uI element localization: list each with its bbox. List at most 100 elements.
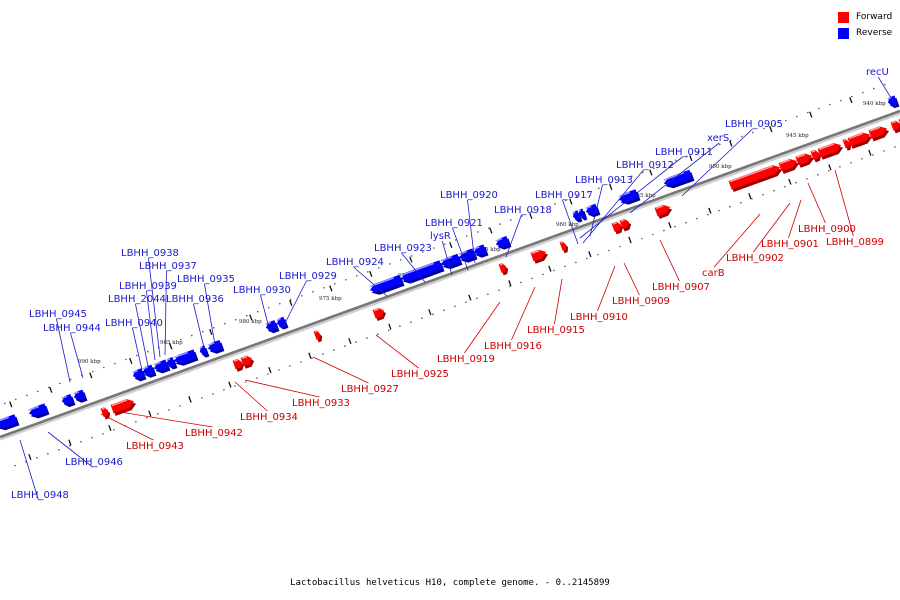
reverse-gene[interactable] — [664, 170, 695, 189]
reverse-gene-label[interactable]: LBHH_0918 — [494, 205, 552, 216]
scale-dot — [235, 319, 237, 321]
forward-gene-label[interactable]: LBHH_0942 — [185, 428, 243, 439]
scale-tick — [749, 193, 751, 199]
scale-dot — [223, 389, 225, 391]
forward-gene-label[interactable]: LBHH_0943 — [126, 441, 184, 452]
reverse-gene-label[interactable]: LBHH_0917 — [535, 190, 593, 201]
reverse-gene-label[interactable]: LBHH_0923 — [374, 243, 432, 254]
forward-gene[interactable] — [891, 121, 900, 134]
reverse-gene[interactable] — [586, 204, 601, 217]
scale-dot — [873, 88, 875, 90]
reverse-gene-label[interactable]: LBHH_0936 — [166, 294, 224, 305]
reverse-gene-label[interactable]: LBHH_0937 — [139, 261, 197, 272]
scale-tick — [509, 280, 511, 286]
reverse-gene[interactable] — [619, 189, 641, 204]
reverse-gene-label[interactable]: LBHH_0905 — [725, 119, 783, 130]
scale-tick — [229, 382, 231, 388]
reverse-gene-label[interactable]: recU — [866, 67, 889, 78]
scale-dot — [608, 250, 610, 252]
reverse-gene-label[interactable]: LBHH_0939 — [119, 281, 177, 292]
forward-gene[interactable] — [373, 308, 387, 321]
scale-dot — [80, 441, 82, 443]
scale-dot — [367, 271, 369, 273]
forward-gene[interactable] — [560, 241, 569, 253]
scale-dot — [432, 313, 434, 315]
forward-gene-label[interactable]: LBHH_0910 — [570, 312, 628, 323]
reverse-gene[interactable] — [174, 349, 199, 365]
forward-gene-label[interactable]: LBHH_0919 — [437, 354, 495, 365]
reverse-gene-label[interactable]: LBHH_0920 — [440, 190, 498, 201]
scale-dot — [773, 190, 775, 192]
forward-gene-label[interactable]: LBHH_0925 — [391, 369, 449, 380]
forward-gene-label[interactable]: LBHH_0915 — [527, 325, 585, 336]
forward-gene[interactable] — [314, 330, 323, 342]
forward-gene-label[interactable]: carB — [702, 268, 725, 279]
scale-tick — [389, 324, 391, 330]
scale-dot — [300, 361, 302, 363]
reverse-gene-label[interactable]: LBHH_0938 — [121, 248, 179, 259]
scale-dot — [301, 295, 303, 297]
forward-gene-label[interactable]: LBHH_0909 — [612, 296, 670, 307]
tick-label: 980 kbp — [239, 319, 262, 325]
reverse-gene-label[interactable]: lysR — [430, 231, 451, 242]
forward-gene-label[interactable]: LBHH_0902 — [726, 253, 784, 264]
scale-dot — [70, 379, 72, 381]
forward-gene[interactable] — [111, 399, 137, 416]
scale-dot — [818, 108, 820, 110]
leader-line — [554, 279, 562, 324]
reverse-gene-label[interactable]: LBHH_0912 — [616, 160, 674, 171]
forward-gene[interactable] — [796, 154, 815, 168]
forward-gene[interactable] — [818, 143, 844, 160]
scale-dot — [884, 84, 886, 86]
scale-dot — [344, 345, 346, 347]
forward-gene-label[interactable]: LBHH_0916 — [484, 341, 542, 352]
reverse-gene[interactable] — [74, 390, 88, 403]
scale-dot — [157, 413, 159, 415]
reverse-gene-label[interactable]: LBHH_2044 — [108, 294, 166, 305]
reverse-gene[interactable] — [441, 254, 463, 269]
scale-dot — [411, 255, 413, 257]
reverse-gene-label[interactable]: LBHH_0945 — [29, 309, 87, 320]
forward-gene-label[interactable]: LBHH_0927 — [341, 384, 399, 395]
reverse-gene-label[interactable]: LBHH_0940 — [105, 318, 163, 329]
forward-gene-label[interactable]: LBHH_0934 — [240, 412, 298, 423]
scale-dot — [675, 160, 677, 162]
reverse-gene[interactable] — [208, 340, 225, 354]
forward-gene-label[interactable]: LBHH_0907 — [652, 282, 710, 293]
reverse-gene-label[interactable]: LBHH_0921 — [425, 218, 483, 229]
scale-dot — [114, 363, 116, 365]
scale-dot — [47, 453, 49, 455]
scale-tick — [69, 440, 71, 446]
scale-dot — [345, 279, 347, 281]
scale-dot — [443, 309, 445, 311]
scale-dot — [268, 307, 270, 309]
leader-line — [120, 412, 212, 427]
reverse-gene[interactable] — [0, 414, 19, 430]
reverse-gene-label[interactable]: LBHH_0911 — [655, 147, 713, 158]
forward-gene-label[interactable]: LBHH_0899 — [826, 237, 884, 248]
forward-gene-label[interactable]: LBHH_0901 — [761, 239, 819, 250]
reverse-gene-label[interactable]: xerS — [707, 133, 729, 144]
reverse-gene[interactable] — [29, 403, 50, 418]
reverse-gene-label[interactable]: LBHH_0930 — [233, 285, 291, 296]
reverse-gene-label[interactable]: LBHH_0948 — [11, 490, 69, 501]
reverse-gene-label[interactable]: LBHH_0935 — [177, 274, 235, 285]
leader-line — [376, 335, 418, 368]
forward-gene[interactable] — [779, 159, 800, 174]
reverse-gene-label[interactable]: LBHH_0946 — [65, 457, 123, 468]
forward-gene[interactable] — [499, 263, 509, 275]
forward-gene-label[interactable]: LBHH_0900 — [798, 224, 856, 235]
scale-dot — [553, 270, 555, 272]
scale-tick — [50, 387, 52, 393]
reverse-gene-label[interactable]: LBHH_0924 — [326, 257, 384, 268]
forward-gene-label[interactable]: LBHH_0933 — [292, 398, 350, 409]
forward-gene[interactable] — [848, 133, 873, 149]
reverse-gene-label[interactable]: LBHH_0929 — [279, 271, 337, 282]
reverse-gene[interactable] — [62, 394, 76, 407]
reverse-gene-label[interactable]: LBHH_0944 — [43, 323, 101, 334]
forward-gene[interactable] — [655, 205, 673, 219]
reverse-gene-label[interactable]: LBHH_0913 — [575, 175, 633, 186]
forward-gene[interactable] — [531, 250, 549, 264]
scale-dot — [234, 385, 236, 387]
forward-gene[interactable] — [869, 126, 890, 141]
